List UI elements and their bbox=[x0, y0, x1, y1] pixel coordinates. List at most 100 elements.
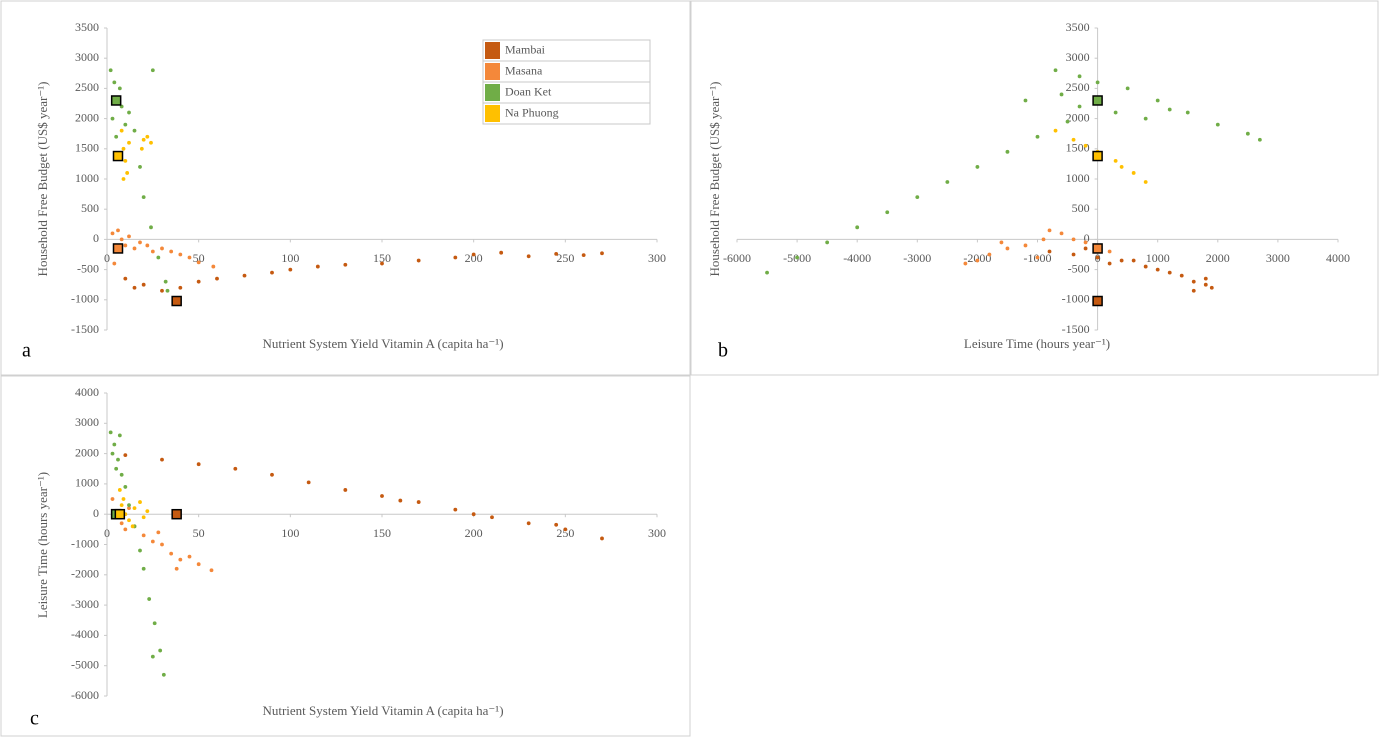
x-tick-label: 2000 bbox=[1206, 251, 1230, 265]
data-point bbox=[1065, 119, 1070, 124]
data-point bbox=[112, 80, 117, 85]
data-point bbox=[1071, 237, 1076, 242]
data-point bbox=[130, 524, 135, 529]
y-tick-label: 1000 bbox=[75, 476, 99, 490]
data-point bbox=[315, 264, 320, 269]
data-point bbox=[1053, 128, 1058, 133]
data-point bbox=[1245, 131, 1250, 136]
data-point bbox=[1203, 282, 1208, 287]
data-point bbox=[1179, 273, 1184, 278]
data-point bbox=[526, 254, 531, 259]
panel-frame bbox=[0, 0, 691, 376]
data-point bbox=[138, 165, 142, 169]
data-point bbox=[1077, 74, 1082, 79]
legend-swatch bbox=[485, 84, 500, 101]
data-point bbox=[121, 146, 126, 151]
data-point bbox=[380, 494, 384, 498]
data-point bbox=[117, 488, 122, 492]
data-point bbox=[150, 249, 155, 254]
y-tick-label: -2000 bbox=[71, 567, 99, 581]
data-point bbox=[114, 134, 119, 139]
x-tick-label: 0 bbox=[104, 526, 110, 540]
panel-label: b bbox=[718, 340, 728, 362]
y-tick-label: 500 bbox=[1072, 201, 1090, 215]
y-tick-label: 0 bbox=[1084, 231, 1090, 245]
data-point bbox=[178, 252, 183, 257]
data-point bbox=[398, 498, 403, 503]
x-tick-label: 50 bbox=[193, 251, 205, 265]
y-tick-label: 2000 bbox=[75, 445, 99, 459]
y-tick-label: 500 bbox=[81, 201, 99, 215]
data-point bbox=[1191, 279, 1196, 284]
data-point bbox=[127, 506, 131, 511]
baseline-marker bbox=[110, 95, 122, 106]
y-tick-label: 0 bbox=[93, 231, 99, 245]
data-point bbox=[110, 231, 115, 236]
data-point bbox=[116, 228, 120, 233]
data-point bbox=[233, 466, 238, 471]
data-point bbox=[160, 457, 164, 462]
data-point bbox=[123, 453, 128, 458]
baseline-marker bbox=[1092, 295, 1103, 307]
data-point bbox=[114, 466, 119, 471]
x-tick-label: 250 bbox=[556, 251, 574, 265]
data-point bbox=[1005, 149, 1010, 154]
data-point bbox=[145, 509, 150, 514]
y-tick-label: -500 bbox=[77, 261, 99, 275]
data-point bbox=[139, 146, 144, 151]
baseline-marker bbox=[1092, 243, 1103, 254]
data-point bbox=[160, 246, 164, 251]
data-point bbox=[127, 503, 131, 508]
data-point bbox=[110, 116, 115, 121]
data-point bbox=[150, 68, 155, 73]
y-tick-label: 1500 bbox=[1066, 141, 1090, 155]
y-tick-label: 1000 bbox=[1066, 171, 1090, 185]
data-point bbox=[119, 503, 124, 508]
data-point bbox=[1257, 137, 1262, 142]
data-point bbox=[1131, 258, 1136, 263]
data-point bbox=[152, 621, 157, 626]
y-tick-label: 3000 bbox=[1066, 50, 1090, 64]
data-point bbox=[125, 171, 130, 175]
data-point bbox=[1167, 107, 1172, 112]
panel-frame bbox=[690, 0, 1379, 376]
baseline-marker bbox=[1092, 95, 1103, 106]
data-point bbox=[1035, 134, 1040, 139]
y-tick-label: 3000 bbox=[75, 50, 99, 64]
y-tick-label: -4000 bbox=[71, 627, 99, 641]
data-point bbox=[123, 158, 128, 163]
y-tick-label: 2000 bbox=[75, 110, 99, 124]
data-point bbox=[1071, 252, 1076, 257]
baseline-marker bbox=[171, 508, 182, 520]
y-tick-label: -500 bbox=[1068, 261, 1090, 275]
legend-label: Mambai bbox=[505, 42, 546, 56]
data-point bbox=[174, 566, 179, 571]
data-point bbox=[1113, 110, 1118, 115]
y-tick-label: 1000 bbox=[75, 171, 99, 185]
y-tick-label: 3000 bbox=[75, 415, 99, 429]
legend-swatch bbox=[485, 63, 500, 80]
data-point bbox=[112, 442, 117, 447]
data-point bbox=[121, 177, 126, 181]
data-point bbox=[161, 672, 166, 677]
data-point bbox=[187, 255, 192, 260]
data-point bbox=[1191, 288, 1196, 293]
data-point bbox=[915, 195, 920, 200]
data-point bbox=[1119, 258, 1124, 263]
y-tick-label: -1500 bbox=[71, 322, 99, 336]
data-point bbox=[147, 597, 152, 601]
data-point bbox=[119, 128, 124, 133]
data-point bbox=[380, 261, 384, 266]
x-tick-label: 150 bbox=[373, 526, 391, 540]
data-point bbox=[471, 512, 476, 517]
data-point bbox=[169, 249, 174, 254]
data-point bbox=[138, 240, 142, 245]
data-point bbox=[123, 485, 128, 489]
data-point bbox=[121, 497, 126, 501]
data-point bbox=[127, 518, 131, 523]
data-point bbox=[975, 258, 980, 263]
x-axis-title: Nutrient System Yield Vitamin A (capita … bbox=[262, 336, 503, 351]
data-point bbox=[119, 237, 124, 242]
panel-frame bbox=[0, 375, 691, 737]
data-point bbox=[963, 261, 968, 266]
